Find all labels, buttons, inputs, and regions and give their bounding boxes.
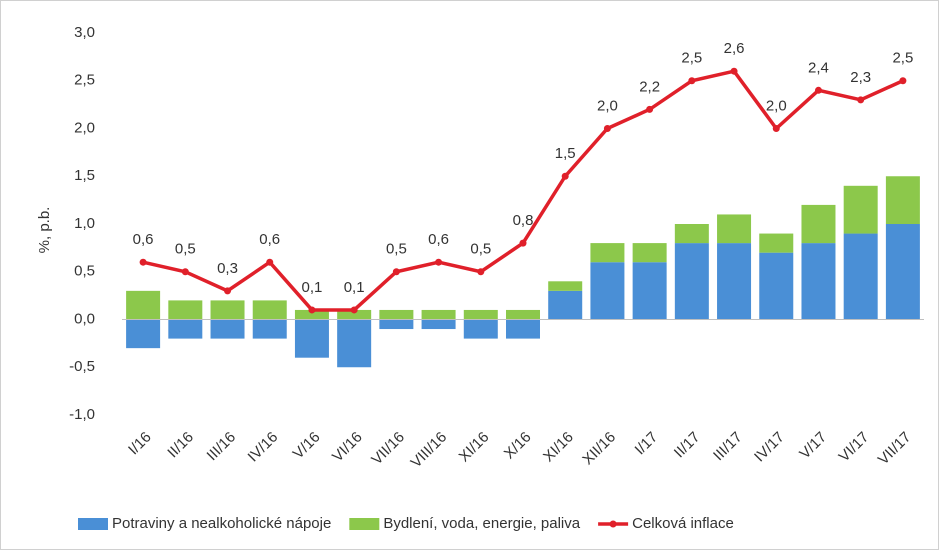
y-tick-label: 2,5 — [74, 72, 95, 89]
bar — [126, 319, 161, 349]
line-marker — [688, 77, 696, 85]
bar — [337, 309, 372, 320]
legend-label: Bydlení, voda, energie, paliva — [383, 515, 580, 532]
line-marker — [899, 77, 907, 85]
data-label: 1,5 — [555, 145, 576, 162]
bar — [674, 224, 709, 244]
line-marker — [603, 125, 611, 132]
bar — [548, 281, 583, 291]
line-marker — [181, 268, 189, 276]
y-tick-label: 1,5 — [74, 167, 95, 184]
bar — [294, 309, 329, 320]
bar — [759, 233, 794, 253]
bar — [252, 300, 287, 320]
line-marker — [646, 105, 654, 113]
line-marker — [308, 306, 316, 314]
line-marker — [857, 96, 865, 104]
bar — [506, 309, 540, 320]
legend-label: Celková inflace — [632, 515, 734, 532]
data-label: 0,3 — [217, 260, 238, 277]
bar — [506, 319, 540, 339]
bar — [717, 214, 752, 244]
line-marker — [392, 268, 400, 276]
data-label: 0,5 — [470, 241, 491, 258]
data-label: 0,6 — [133, 231, 154, 248]
bar — [885, 176, 920, 224]
bar — [421, 319, 456, 330]
line-marker — [561, 172, 569, 180]
bar — [674, 243, 709, 320]
y-tick-label: 0,5 — [74, 263, 95, 280]
data-label: 2,5 — [892, 50, 913, 67]
bar — [210, 300, 245, 320]
data-label: 0,1 — [302, 279, 323, 296]
y-tick-label: 0,0 — [74, 310, 95, 327]
bar — [885, 224, 920, 320]
bar — [379, 319, 414, 330]
bar — [843, 233, 878, 320]
bar — [337, 319, 372, 368]
data-label: 2,4 — [808, 59, 829, 76]
line-marker — [266, 258, 274, 266]
bar — [590, 243, 625, 263]
data-label: 2,2 — [639, 78, 660, 95]
bar — [168, 319, 203, 339]
bar — [632, 262, 667, 320]
legend-label: Potraviny a nealkoholické nápoje — [112, 515, 331, 532]
line-marker — [477, 268, 485, 276]
bar — [126, 290, 161, 320]
bar — [759, 252, 794, 320]
legend-swatch — [78, 518, 108, 530]
bar — [463, 309, 498, 320]
line-marker — [435, 258, 443, 266]
data-label: 2,5 — [681, 50, 702, 67]
bar — [801, 204, 836, 244]
line-marker — [350, 306, 358, 314]
bar — [717, 243, 752, 320]
data-label: 0,8 — [513, 212, 534, 229]
legend-swatch — [609, 520, 617, 528]
data-label: 2,0 — [597, 97, 618, 114]
bar — [590, 262, 625, 320]
data-label: 0,5 — [175, 241, 196, 258]
bar — [632, 243, 667, 263]
bar — [463, 319, 498, 339]
y-axis-title: %, p.b. — [36, 207, 53, 254]
bar — [843, 185, 878, 234]
line-marker — [814, 86, 822, 94]
line-marker — [224, 287, 232, 295]
bar — [548, 290, 583, 320]
y-tick-label: -1,0 — [69, 406, 95, 423]
bar — [421, 309, 456, 320]
bar — [252, 319, 287, 339]
line-marker — [772, 125, 780, 132]
bar — [379, 309, 414, 320]
line-marker — [139, 258, 147, 266]
y-tick-label: 3,0 — [74, 24, 95, 41]
y-tick-label: 1,0 — [74, 215, 95, 232]
data-label: 0,5 — [386, 241, 407, 258]
data-label: 0,1 — [344, 279, 365, 296]
data-label: 0,6 — [428, 231, 449, 248]
bar — [294, 319, 329, 358]
data-label: 2,3 — [850, 69, 871, 86]
line-marker — [519, 239, 527, 247]
bar — [168, 300, 203, 320]
y-tick-label: -0,5 — [69, 358, 95, 375]
data-label: 2,0 — [766, 97, 787, 114]
bar — [801, 243, 836, 320]
y-tick-label: 2,0 — [74, 119, 95, 136]
data-label: 0,6 — [259, 231, 280, 248]
legend-swatch — [349, 518, 380, 530]
bar — [210, 319, 245, 339]
data-label: 2,6 — [724, 40, 745, 57]
line-marker — [730, 67, 738, 75]
